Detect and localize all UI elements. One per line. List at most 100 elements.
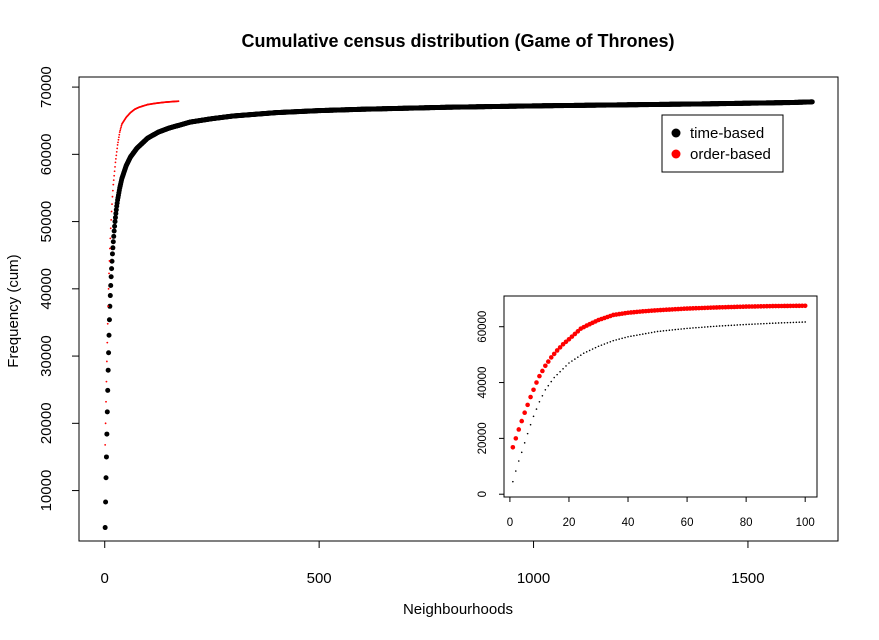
inset-y-tick-label: 0 bbox=[477, 491, 489, 497]
inset-point-time-based bbox=[674, 328, 677, 331]
inset-point-time-based bbox=[774, 322, 777, 324]
inset-point-order-based bbox=[519, 418, 525, 424]
inset-point-time-based bbox=[662, 330, 665, 332]
main-point-order-based bbox=[105, 360, 108, 363]
inset-point-order-based bbox=[545, 359, 551, 364]
main-point-order-based bbox=[108, 272, 110, 275]
inset-point-time-based bbox=[556, 373, 558, 376]
main-point-order-based bbox=[117, 138, 120, 141]
y-axis-label: Frequency (cum) bbox=[5, 254, 22, 367]
inset-point-time-based bbox=[609, 340, 612, 343]
inset-point-time-based bbox=[709, 325, 712, 328]
inset-point-time-based bbox=[553, 376, 555, 379]
main-point-time-based bbox=[106, 350, 112, 356]
inset-point-time-based bbox=[798, 321, 801, 323]
main-series-order-based bbox=[104, 100, 180, 446]
main-point-time-based bbox=[112, 215, 118, 221]
inset-point-time-based bbox=[606, 342, 609, 344]
main-point-time-based bbox=[109, 258, 115, 264]
main-point-order-based bbox=[116, 147, 119, 150]
inset-point-time-based bbox=[748, 323, 750, 326]
legend: time-based order-based bbox=[661, 114, 784, 173]
inset-x-tick-label: 40 bbox=[622, 517, 635, 529]
inset-point-time-based bbox=[721, 325, 724, 327]
main-point-time-based bbox=[108, 274, 114, 280]
main-point-order-based bbox=[113, 174, 116, 177]
inset-point-time-based bbox=[689, 327, 691, 329]
main-point-order-based bbox=[109, 237, 112, 240]
inset-point-order-based bbox=[528, 394, 533, 400]
inset-point-time-based bbox=[529, 423, 532, 426]
inset-point-time-based bbox=[757, 323, 759, 325]
main-x-tick-label: 500 bbox=[307, 570, 332, 587]
inset-series-order-based bbox=[510, 303, 808, 450]
main-point-order-based bbox=[112, 183, 115, 186]
inset-point-time-based bbox=[647, 332, 650, 334]
inset-point-time-based bbox=[520, 451, 523, 454]
inset-point-time-based bbox=[618, 338, 620, 340]
inset-point-order-based bbox=[540, 368, 545, 374]
inset-point-time-based bbox=[597, 345, 600, 348]
inset-point-time-based bbox=[715, 325, 718, 327]
inset-point-time-based bbox=[585, 351, 588, 353]
inset-point-time-based bbox=[680, 328, 682, 330]
inset-point-time-based bbox=[653, 331, 656, 333]
main-point-time-based bbox=[111, 233, 117, 239]
inset-point-time-based bbox=[706, 326, 709, 328]
inset-point-time-based bbox=[777, 322, 780, 324]
chart-title: Cumulative census distribution (Game of … bbox=[241, 31, 674, 51]
inset-point-time-based bbox=[517, 460, 520, 462]
main-point-order-based bbox=[118, 133, 121, 136]
inset-point-time-based bbox=[771, 322, 774, 325]
inset-point-time-based bbox=[603, 343, 606, 345]
inset-point-order-based bbox=[537, 373, 542, 379]
inset-point-time-based bbox=[624, 336, 626, 339]
inset-point-time-based bbox=[627, 335, 629, 338]
inset-point-time-based bbox=[703, 326, 706, 328]
inset-point-order-based bbox=[572, 331, 578, 337]
inset-point-time-based bbox=[641, 333, 644, 335]
main-point-order-based bbox=[110, 218, 113, 221]
inset-point-time-based bbox=[526, 432, 529, 435]
inset-point-order-based bbox=[525, 402, 530, 408]
inset-point-order-based bbox=[522, 410, 527, 415]
inset-point-time-based bbox=[523, 442, 526, 444]
inset-point-time-based bbox=[582, 352, 585, 355]
inset-point-time-based bbox=[712, 325, 715, 328]
main-y-tick-label: 30000 bbox=[38, 335, 55, 377]
inset-point-time-based bbox=[763, 322, 765, 325]
inset-point-time-based bbox=[644, 332, 647, 335]
inset-point-order-based bbox=[534, 380, 539, 385]
inset-point-time-based bbox=[639, 333, 641, 336]
main-point-order-based bbox=[104, 422, 107, 425]
inset-point-order-based bbox=[566, 336, 572, 342]
inset-point-time-based bbox=[600, 344, 603, 346]
inset-point-time-based bbox=[559, 370, 561, 373]
main-x-tick-label: 1000 bbox=[517, 570, 550, 587]
inset-point-time-based bbox=[786, 321, 789, 324]
inset-point-time-based bbox=[547, 384, 550, 387]
main-y-tick-label: 10000 bbox=[38, 470, 55, 512]
main-point-time-based bbox=[109, 266, 115, 272]
inset-point-time-based bbox=[577, 356, 579, 358]
inset-point-time-based bbox=[535, 408, 538, 410]
main-point-order-based bbox=[114, 165, 116, 168]
main-x-tick-label: 0 bbox=[101, 570, 109, 587]
inset-point-time-based bbox=[574, 358, 576, 360]
inset-point-time-based bbox=[656, 330, 659, 333]
inset-point-time-based bbox=[636, 334, 638, 336]
main-point-order-based bbox=[106, 322, 109, 325]
main-point-order-based bbox=[112, 179, 115, 182]
inset-point-time-based bbox=[686, 327, 688, 330]
main-point-order-based bbox=[111, 203, 113, 205]
main-point-time-based bbox=[104, 431, 110, 437]
main-y-tick-label: 70000 bbox=[38, 66, 55, 108]
main-point-order-based bbox=[114, 161, 117, 164]
legend-label-time-based: time-based bbox=[690, 125, 764, 142]
inset-point-order-based bbox=[569, 334, 575, 339]
main-point-order-based bbox=[106, 341, 109, 344]
inset-point-time-based bbox=[733, 324, 736, 326]
inset-point-time-based bbox=[795, 321, 798, 324]
main-point-time-based bbox=[106, 317, 112, 323]
main-point-time-based bbox=[113, 211, 119, 217]
